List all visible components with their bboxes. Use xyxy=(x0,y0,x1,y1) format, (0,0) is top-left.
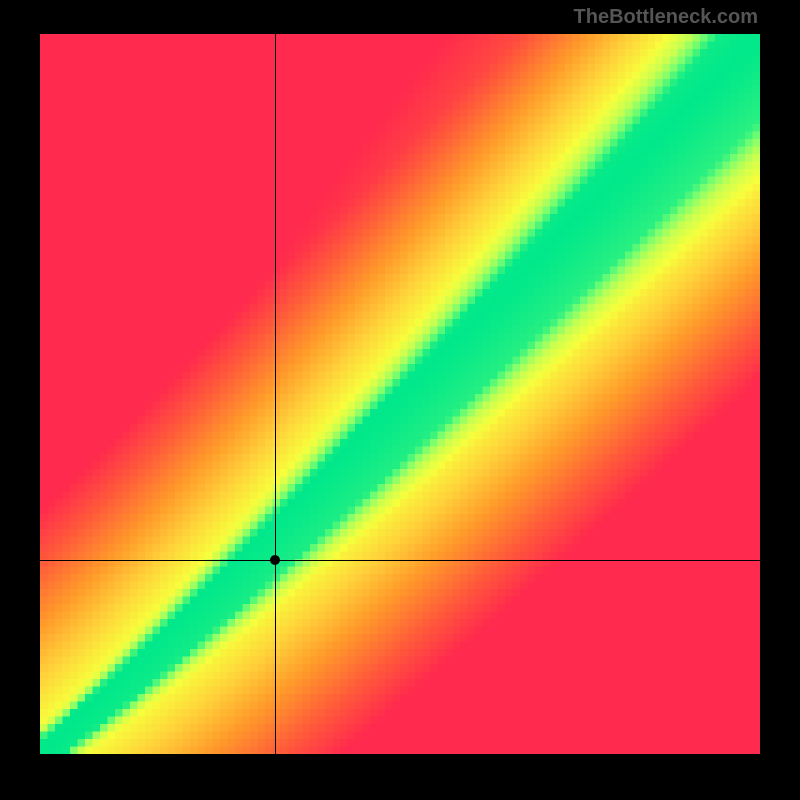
heatmap-canvas xyxy=(40,34,760,754)
watermark-text: TheBottleneck.com xyxy=(574,6,758,29)
bottleneck-heatmap xyxy=(40,34,760,754)
crosshair-horizontal xyxy=(40,560,760,561)
crosshair-vertical xyxy=(275,34,276,754)
crosshair-marker xyxy=(270,555,280,565)
